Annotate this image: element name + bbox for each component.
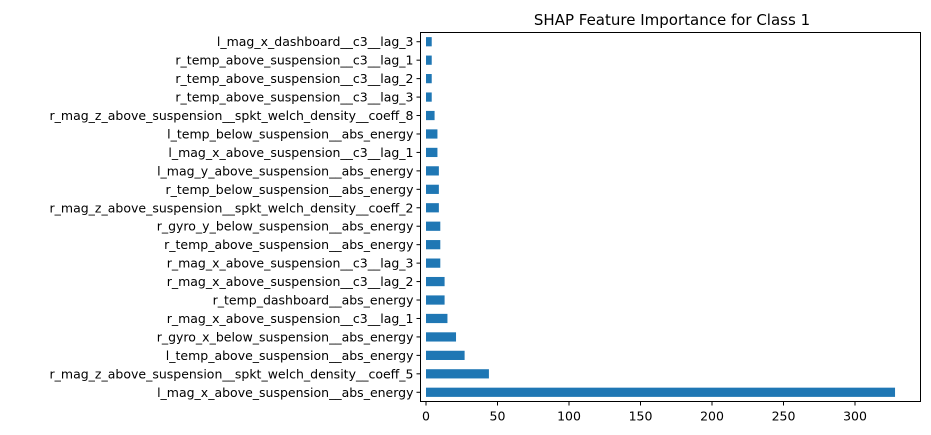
- y-tick-label: l_mag_x_dashboard__c3__lag_3: [217, 34, 414, 49]
- y-tick-label: r_temp_above_suspension__c3__lag_2: [175, 71, 413, 86]
- y-tick-label: l_mag_y_above_suspension__abs_energy: [157, 163, 414, 178]
- bar: [426, 369, 489, 379]
- y-tick-label: r_mag_x_above_suspension__c3__lag_2: [167, 274, 414, 289]
- chart-title: SHAP Feature Importance for Class 1: [534, 11, 810, 29]
- x-tick-label: 0: [422, 409, 430, 424]
- x-tick-label: 200: [700, 409, 724, 424]
- bar: [426, 110, 435, 121]
- bar: [426, 332, 457, 342]
- x-axis: 0 50 100 150 200 250 300: [422, 401, 867, 424]
- bar: [426, 147, 438, 158]
- bar: [426, 92, 432, 102]
- y-tick-label: r_gyro_y_below_suspension__abs_energy: [157, 219, 414, 234]
- bar: [426, 350, 465, 360]
- y-tick-label: r_mag_z_above_suspension__spkt_welch_den…: [50, 108, 414, 123]
- y-tick-label: l_temp_below_suspension__abs_energy: [167, 126, 414, 141]
- y-tick-label: l_mag_x_above_suspension__abs_energy: [157, 385, 414, 400]
- bar: [426, 240, 441, 250]
- y-tick-label: l_mag_x_above_suspension__c3__lag_1: [168, 145, 413, 160]
- bar: [426, 37, 432, 47]
- y-tick-label: r_temp_below_suspension__abs_energy: [165, 182, 414, 197]
- y-tick-label: r_mag_x_above_suspension__c3__lag_3: [167, 256, 414, 271]
- bar: [426, 295, 445, 305]
- y-tick-label: r_temp_dashboard__abs_energy: [213, 293, 414, 308]
- bar: [426, 203, 439, 213]
- bar: [426, 258, 441, 268]
- y-tick-label: l_temp_above_suspension__abs_energy: [166, 348, 414, 363]
- y-axis: l_mag_x_dashboard__c3__lag_3 r_temp_above…: [50, 34, 421, 400]
- bar: [426, 276, 445, 287]
- y-tick-label: r_mag_z_above_suspension__spkt_welch_den…: [50, 200, 414, 215]
- x-tick-label: 100: [557, 409, 581, 424]
- bar: [426, 184, 439, 194]
- bar: [426, 387, 896, 397]
- bar: [426, 74, 432, 84]
- y-tick-label: r_gyro_x_below_suspension__abs_energy: [157, 329, 414, 344]
- bar: [426, 129, 438, 139]
- x-tick-label: 300: [843, 409, 867, 424]
- bar: [426, 166, 439, 176]
- y-tick-label: r_mag_z_above_suspension__spkt_welch_den…: [50, 366, 414, 381]
- y-tick-label: r_mag_x_above_suspension__c3__lag_1: [167, 311, 414, 326]
- x-tick-label: 150: [629, 409, 653, 424]
- y-tick-label: r_temp_above_suspension__c3__lag_1: [175, 53, 413, 68]
- bar: [426, 55, 432, 65]
- y-tick-label: r_temp_above_suspension__abs_energy: [164, 237, 414, 252]
- y-tick-label: r_temp_above_suspension__c3__lag_3: [175, 90, 413, 105]
- x-tick-label: 250: [772, 409, 796, 424]
- plot-frame: [420, 32, 921, 402]
- bar: [426, 221, 441, 231]
- bars-group: [426, 37, 896, 397]
- x-tick-label: 50: [490, 409, 506, 424]
- bar: [426, 313, 448, 324]
